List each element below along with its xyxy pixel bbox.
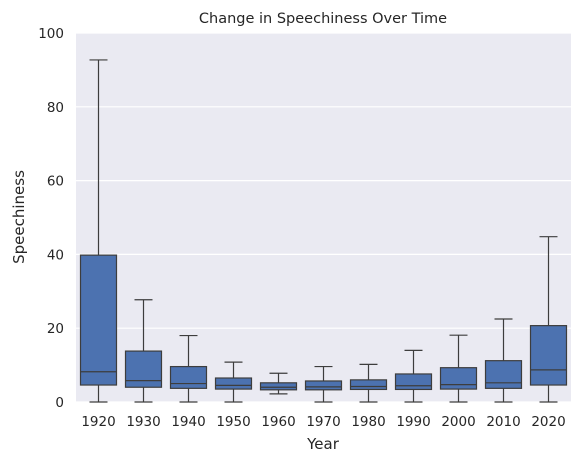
- box-iqr: [214, 377, 253, 390]
- box-1940: [169, 334, 208, 403]
- y-tick-label: 20: [47, 321, 64, 337]
- plot-area: [76, 33, 571, 402]
- y-tick-label: 100: [38, 26, 64, 42]
- chart-title: Change in Speechiness Over Time: [199, 11, 447, 27]
- x-tick-label: 1940: [171, 414, 205, 430]
- box-2020: [529, 236, 568, 403]
- box-2010: [484, 318, 523, 403]
- x-tick-label: 2000: [441, 414, 475, 430]
- box-1990: [394, 349, 433, 403]
- box-iqr: [304, 380, 343, 391]
- box-1980: [349, 363, 388, 403]
- grid-lines: [76, 32, 571, 403]
- x-tick-label: 1920: [81, 414, 115, 430]
- y-tick-label: 40: [47, 247, 64, 263]
- y-tick-label: 0: [55, 395, 64, 411]
- box-iqr: [259, 382, 298, 391]
- box-iqr: [124, 350, 163, 388]
- box-iqr: [169, 365, 208, 389]
- x-tick-label: 1980: [351, 414, 385, 430]
- box-series: [79, 59, 568, 403]
- y-tick-label: 60: [47, 174, 64, 190]
- box-iqr: [79, 254, 118, 386]
- x-tick-label: 1930: [126, 414, 160, 430]
- box-iqr: [394, 373, 433, 391]
- y-axis-label: Speechiness: [10, 170, 28, 264]
- box-1970: [304, 365, 343, 403]
- box-2000: [439, 334, 478, 403]
- y-axis-ticks: 0 20 40 60 80 100: [38, 26, 64, 411]
- x-tick-label: 1960: [261, 414, 295, 430]
- box-1930: [124, 299, 163, 403]
- x-tick-label: 2020: [531, 414, 565, 430]
- x-tick-label: 2010: [486, 414, 520, 430]
- box-1960: [259, 372, 298, 395]
- x-tick-label: 1970: [306, 414, 340, 430]
- x-axis-label: Year: [306, 435, 340, 453]
- box-1920: [79, 59, 118, 403]
- box-iqr: [349, 379, 388, 391]
- box-iqr: [484, 360, 523, 389]
- y-tick-label: 80: [47, 100, 64, 116]
- x-tick-label: 1950: [216, 414, 250, 430]
- box-iqr: [439, 367, 478, 390]
- x-tick-label: 1990: [396, 414, 430, 430]
- x-axis-ticks: 1920 1930 1940 1950 1960 1970 1980 1990 2000 2010…: [81, 414, 565, 430]
- box-iqr: [529, 325, 568, 386]
- box-1950: [214, 361, 253, 403]
